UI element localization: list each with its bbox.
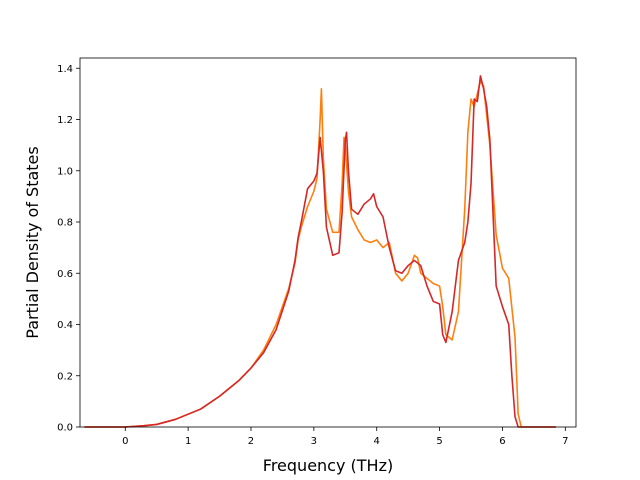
y-tick-label: 0.2 (57, 371, 73, 382)
series-layer (84, 75, 556, 428)
x-axis-label: Frequency (THz) (263, 456, 393, 475)
y-tick-label: 1.4 (57, 64, 73, 75)
y-axis-ticks: 0.0 0.2 0.4 0.6 0.8 1.0 1.2 1.4 (57, 64, 80, 434)
y-tick-label: 1.2 (57, 115, 73, 126)
y-tick-label: 0.4 (57, 320, 73, 331)
x-tick-label: 0 (122, 436, 128, 447)
series-line-2 (84, 75, 556, 428)
y-tick-label: 0.0 (57, 423, 73, 434)
x-tick-label: 7 (562, 436, 568, 447)
x-tick-label: 5 (436, 436, 442, 447)
y-tick-label: 0.6 (57, 269, 73, 280)
x-tick-label: 2 (248, 436, 254, 447)
x-tick-label: 4 (374, 436, 380, 447)
y-tick-label: 1.0 (57, 166, 73, 177)
plot-frame (79, 57, 577, 428)
y-tick-label: 0.8 (57, 218, 73, 229)
x-tick-label: 1 (185, 436, 191, 447)
x-tick-label: 6 (499, 436, 505, 447)
x-axis-ticks: 0 1 2 3 4 5 6 7 (122, 427, 569, 447)
y-axis-label: Partial Density of States (23, 146, 42, 338)
x-tick-label: 3 (311, 436, 317, 447)
